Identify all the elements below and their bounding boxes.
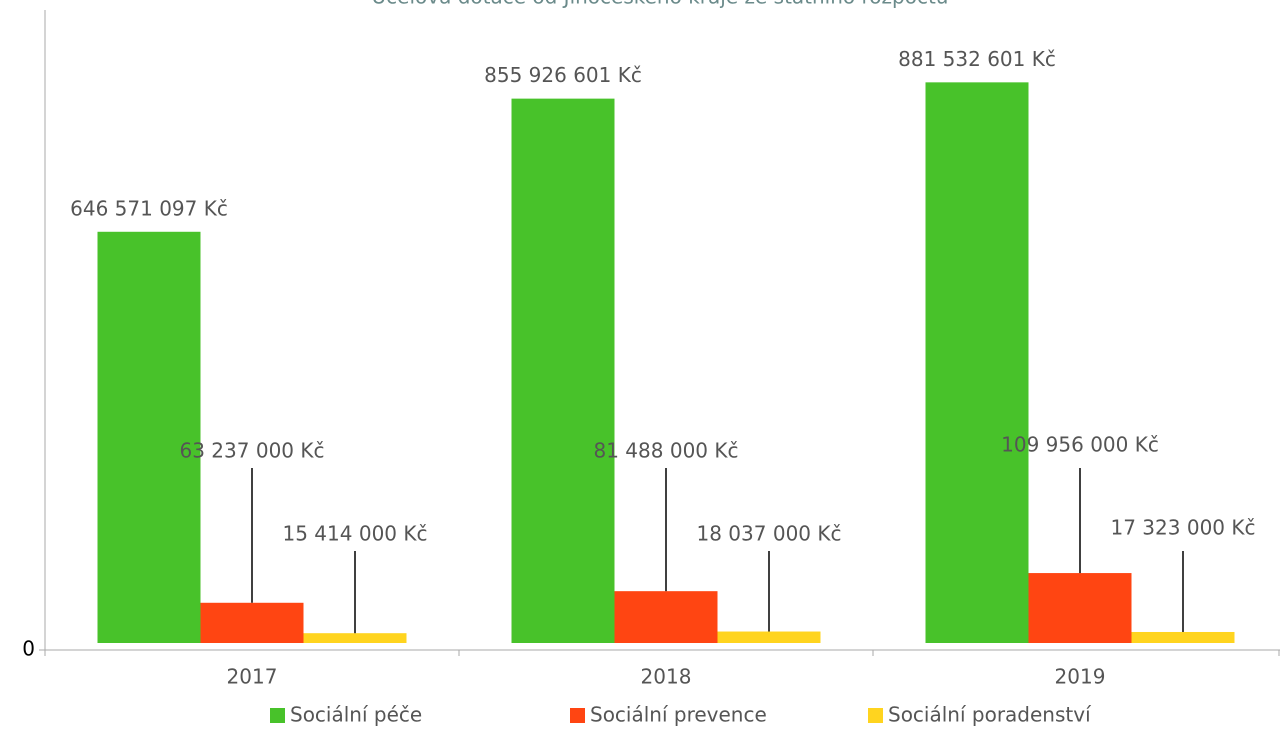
x-tick-label: 2018	[641, 665, 692, 689]
x-tick-label: 2017	[227, 665, 278, 689]
y-tick-label: 0	[22, 637, 35, 661]
legend-label: Sociální poradenství	[888, 703, 1092, 727]
data-label: 646 571 097 Kč	[70, 196, 228, 220]
legend-label: Sociální prevence	[590, 703, 767, 727]
data-label: 63 237 000 Kč	[180, 439, 325, 463]
legend-label: Sociální péče	[290, 703, 422, 727]
bar	[200, 602, 304, 643]
data-label: 18 037 000 Kč	[697, 522, 842, 546]
bar	[1028, 573, 1132, 643]
data-label: 881 532 601 Kč	[898, 47, 1056, 71]
legend-swatch	[570, 708, 585, 723]
bar	[925, 82, 1029, 643]
bar	[717, 631, 821, 643]
data-label: 81 488 000 Kč	[594, 439, 739, 463]
chart-title: Účelová dotace od Jihočeského kraje ze s…	[372, 0, 949, 9]
data-label: 17 323 000 Kč	[1111, 516, 1256, 540]
bar	[614, 591, 718, 643]
bar	[1131, 631, 1235, 643]
bar	[511, 98, 615, 644]
bar	[303, 633, 407, 643]
x-tick-label: 2019	[1055, 665, 1106, 689]
data-label: 15 414 000 Kč	[283, 522, 428, 546]
bar	[97, 231, 201, 644]
legend-swatch	[270, 708, 285, 723]
legend-swatch	[868, 708, 883, 723]
data-label: 109 956 000 Kč	[1001, 433, 1159, 457]
data-label: 855 926 601 Kč	[484, 63, 642, 87]
